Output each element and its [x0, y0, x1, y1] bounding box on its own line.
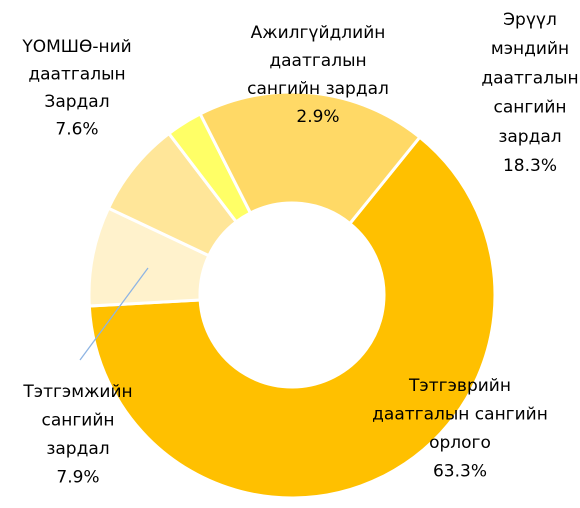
- value-label: 7.6%: [55, 120, 98, 140]
- category-label: Эрүүл мэндийн даатгалын сангийн зардал: [481, 10, 578, 147]
- label-line: Эрүүл: [503, 10, 557, 30]
- label-line: сангийн зардал: [247, 79, 389, 99]
- category-label: Ажилгүйдлийн даатгалын сангийн зардал: [247, 23, 389, 99]
- label-line: сангийн: [41, 411, 114, 431]
- wedge: [198, 90, 422, 226]
- label-line: даатгалын сангийн: [372, 405, 548, 425]
- label-line: зардал: [498, 127, 561, 147]
- label-line: Зардал: [44, 92, 109, 112]
- label-line: Ажилгүйдлийн: [251, 23, 386, 43]
- value-label: 18.3%: [503, 156, 557, 176]
- label-line: сангийн: [493, 98, 566, 118]
- label-line: орлого: [429, 433, 491, 453]
- label-line: даатгалын: [481, 68, 578, 88]
- label-line: мэндийн: [491, 39, 569, 59]
- category-label: Тэтгэмжийн сангийн зардал: [22, 382, 132, 459]
- label-line: ҮОМШӨ-ний: [21, 37, 131, 57]
- wedge: [87, 135, 497, 500]
- label-line: даатгалын: [28, 65, 125, 85]
- labels: Тэтгэврийн даатгалын сангийн орлого 63.3% Тэ…: [21, 10, 578, 488]
- value-label: 2.9%: [296, 107, 339, 127]
- category-label: Тэтгэврийн даатгалын сангийн орлого: [372, 376, 548, 453]
- leader-line: [79, 267, 149, 361]
- label-line: Тэтгэврийн: [408, 376, 511, 396]
- label-line: Тэтгэмжийн: [22, 382, 132, 402]
- category-label: ҮОМШӨ-ний даатгалын Зардал: [21, 37, 131, 112]
- label-line: зардал: [46, 439, 109, 459]
- label-line: даатгалын: [269, 51, 366, 71]
- donut: [87, 90, 497, 500]
- value-label: 63.3%: [433, 462, 487, 482]
- value-label: 7.9%: [56, 468, 99, 488]
